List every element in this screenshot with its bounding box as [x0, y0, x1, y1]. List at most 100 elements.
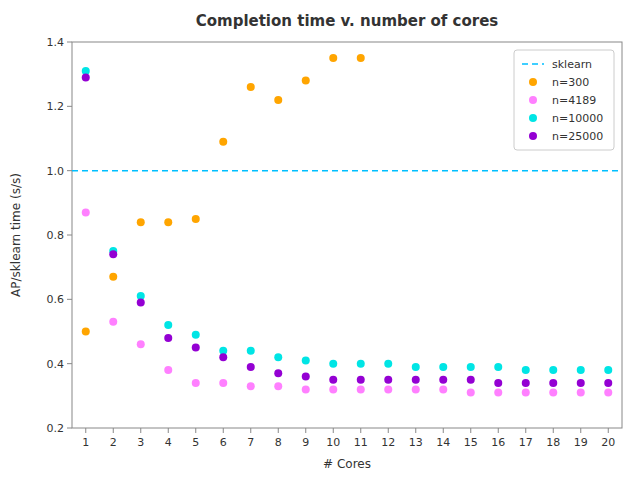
y-tick-label: 0.2	[47, 422, 65, 435]
point	[467, 376, 475, 384]
y-tick-label: 0.4	[47, 358, 65, 371]
x-axis: 1234567891011121314151617181920	[82, 428, 615, 449]
y-tick	[67, 235, 72, 236]
x-tick-label: 17	[519, 436, 533, 449]
x-tick	[525, 428, 526, 433]
point	[549, 379, 557, 387]
legend-swatch	[529, 114, 537, 122]
point	[192, 215, 200, 223]
point	[192, 379, 200, 387]
point	[137, 218, 145, 226]
x-tick	[553, 428, 554, 433]
legend-label: n=4189	[552, 94, 596, 107]
legend-label: n=10000	[552, 112, 603, 125]
x-tick	[85, 428, 86, 433]
point	[384, 385, 392, 393]
point	[522, 389, 530, 397]
point	[412, 376, 420, 384]
legend-swatch	[522, 63, 544, 65]
x-tick-label: 9	[302, 436, 309, 449]
x-tick-label: 5	[192, 436, 199, 449]
legend-label: n=300	[552, 76, 589, 89]
point	[357, 385, 365, 393]
chart: 12345678910111213141516171819200.20.40.6…	[0, 0, 640, 480]
x-tick	[140, 428, 141, 433]
point	[247, 83, 255, 91]
point	[412, 363, 420, 371]
point	[247, 382, 255, 390]
point	[274, 353, 282, 361]
point	[137, 299, 145, 307]
series	[82, 208, 613, 396]
y-tick-label: 1.4	[47, 36, 65, 49]
series	[82, 54, 365, 335]
point	[412, 385, 420, 393]
y-axis: 0.20.40.60.81.01.21.4	[47, 36, 73, 435]
point	[439, 376, 447, 384]
x-tick-label: 1	[82, 436, 89, 449]
point	[577, 366, 585, 374]
point	[577, 389, 585, 397]
point	[522, 366, 530, 374]
y-tick	[67, 299, 72, 300]
x-tick	[195, 428, 196, 433]
point	[302, 373, 310, 381]
y-tick	[67, 42, 72, 43]
y-tick-label: 1.2	[47, 100, 65, 113]
point	[329, 54, 337, 62]
series	[72, 170, 622, 171]
x-tick	[580, 428, 581, 433]
x-axis-label: # Cores	[323, 457, 371, 471]
point	[82, 73, 90, 81]
x-tick-label: 13	[409, 436, 423, 449]
point	[274, 96, 282, 104]
point	[604, 366, 612, 374]
x-tick	[168, 428, 169, 433]
point	[274, 382, 282, 390]
x-tick	[608, 428, 609, 433]
x-tick-label: 4	[165, 436, 172, 449]
x-tick-label: 15	[464, 436, 478, 449]
x-tick	[360, 428, 361, 433]
x-tick	[388, 428, 389, 433]
point	[384, 376, 392, 384]
point	[439, 363, 447, 371]
point	[82, 208, 90, 216]
point	[109, 250, 117, 258]
x-tick-label: 12	[381, 436, 395, 449]
point	[549, 389, 557, 397]
point	[494, 379, 502, 387]
legend-swatch	[529, 132, 537, 140]
page: {"chart_data": { "type": "scatter", "tit…	[0, 0, 640, 480]
y-axis-label: AP/sklearn time (s/s)	[9, 173, 23, 297]
legend-box	[514, 50, 614, 150]
y-tick	[67, 170, 72, 171]
point	[329, 385, 337, 393]
point	[494, 363, 502, 371]
legend-label: n=25000	[552, 130, 603, 143]
point	[109, 273, 117, 281]
point	[219, 138, 227, 146]
point	[604, 379, 612, 387]
point	[192, 331, 200, 339]
point	[439, 385, 447, 393]
x-tick	[223, 428, 224, 433]
point	[494, 389, 502, 397]
legend-swatch	[529, 78, 537, 86]
x-tick	[250, 428, 251, 433]
x-tick	[278, 428, 279, 433]
y-tick	[67, 106, 72, 107]
x-tick-label: 11	[354, 436, 368, 449]
plot-frame	[72, 42, 622, 428]
point	[384, 360, 392, 368]
x-tick-label: 10	[326, 436, 340, 449]
point	[247, 347, 255, 355]
x-tick-label: 18	[546, 436, 560, 449]
y-tick	[67, 428, 72, 429]
point	[577, 379, 585, 387]
point	[467, 363, 475, 371]
point	[82, 328, 90, 336]
point	[329, 376, 337, 384]
point	[357, 376, 365, 384]
title: Completion time v. number of cores	[196, 12, 499, 30]
